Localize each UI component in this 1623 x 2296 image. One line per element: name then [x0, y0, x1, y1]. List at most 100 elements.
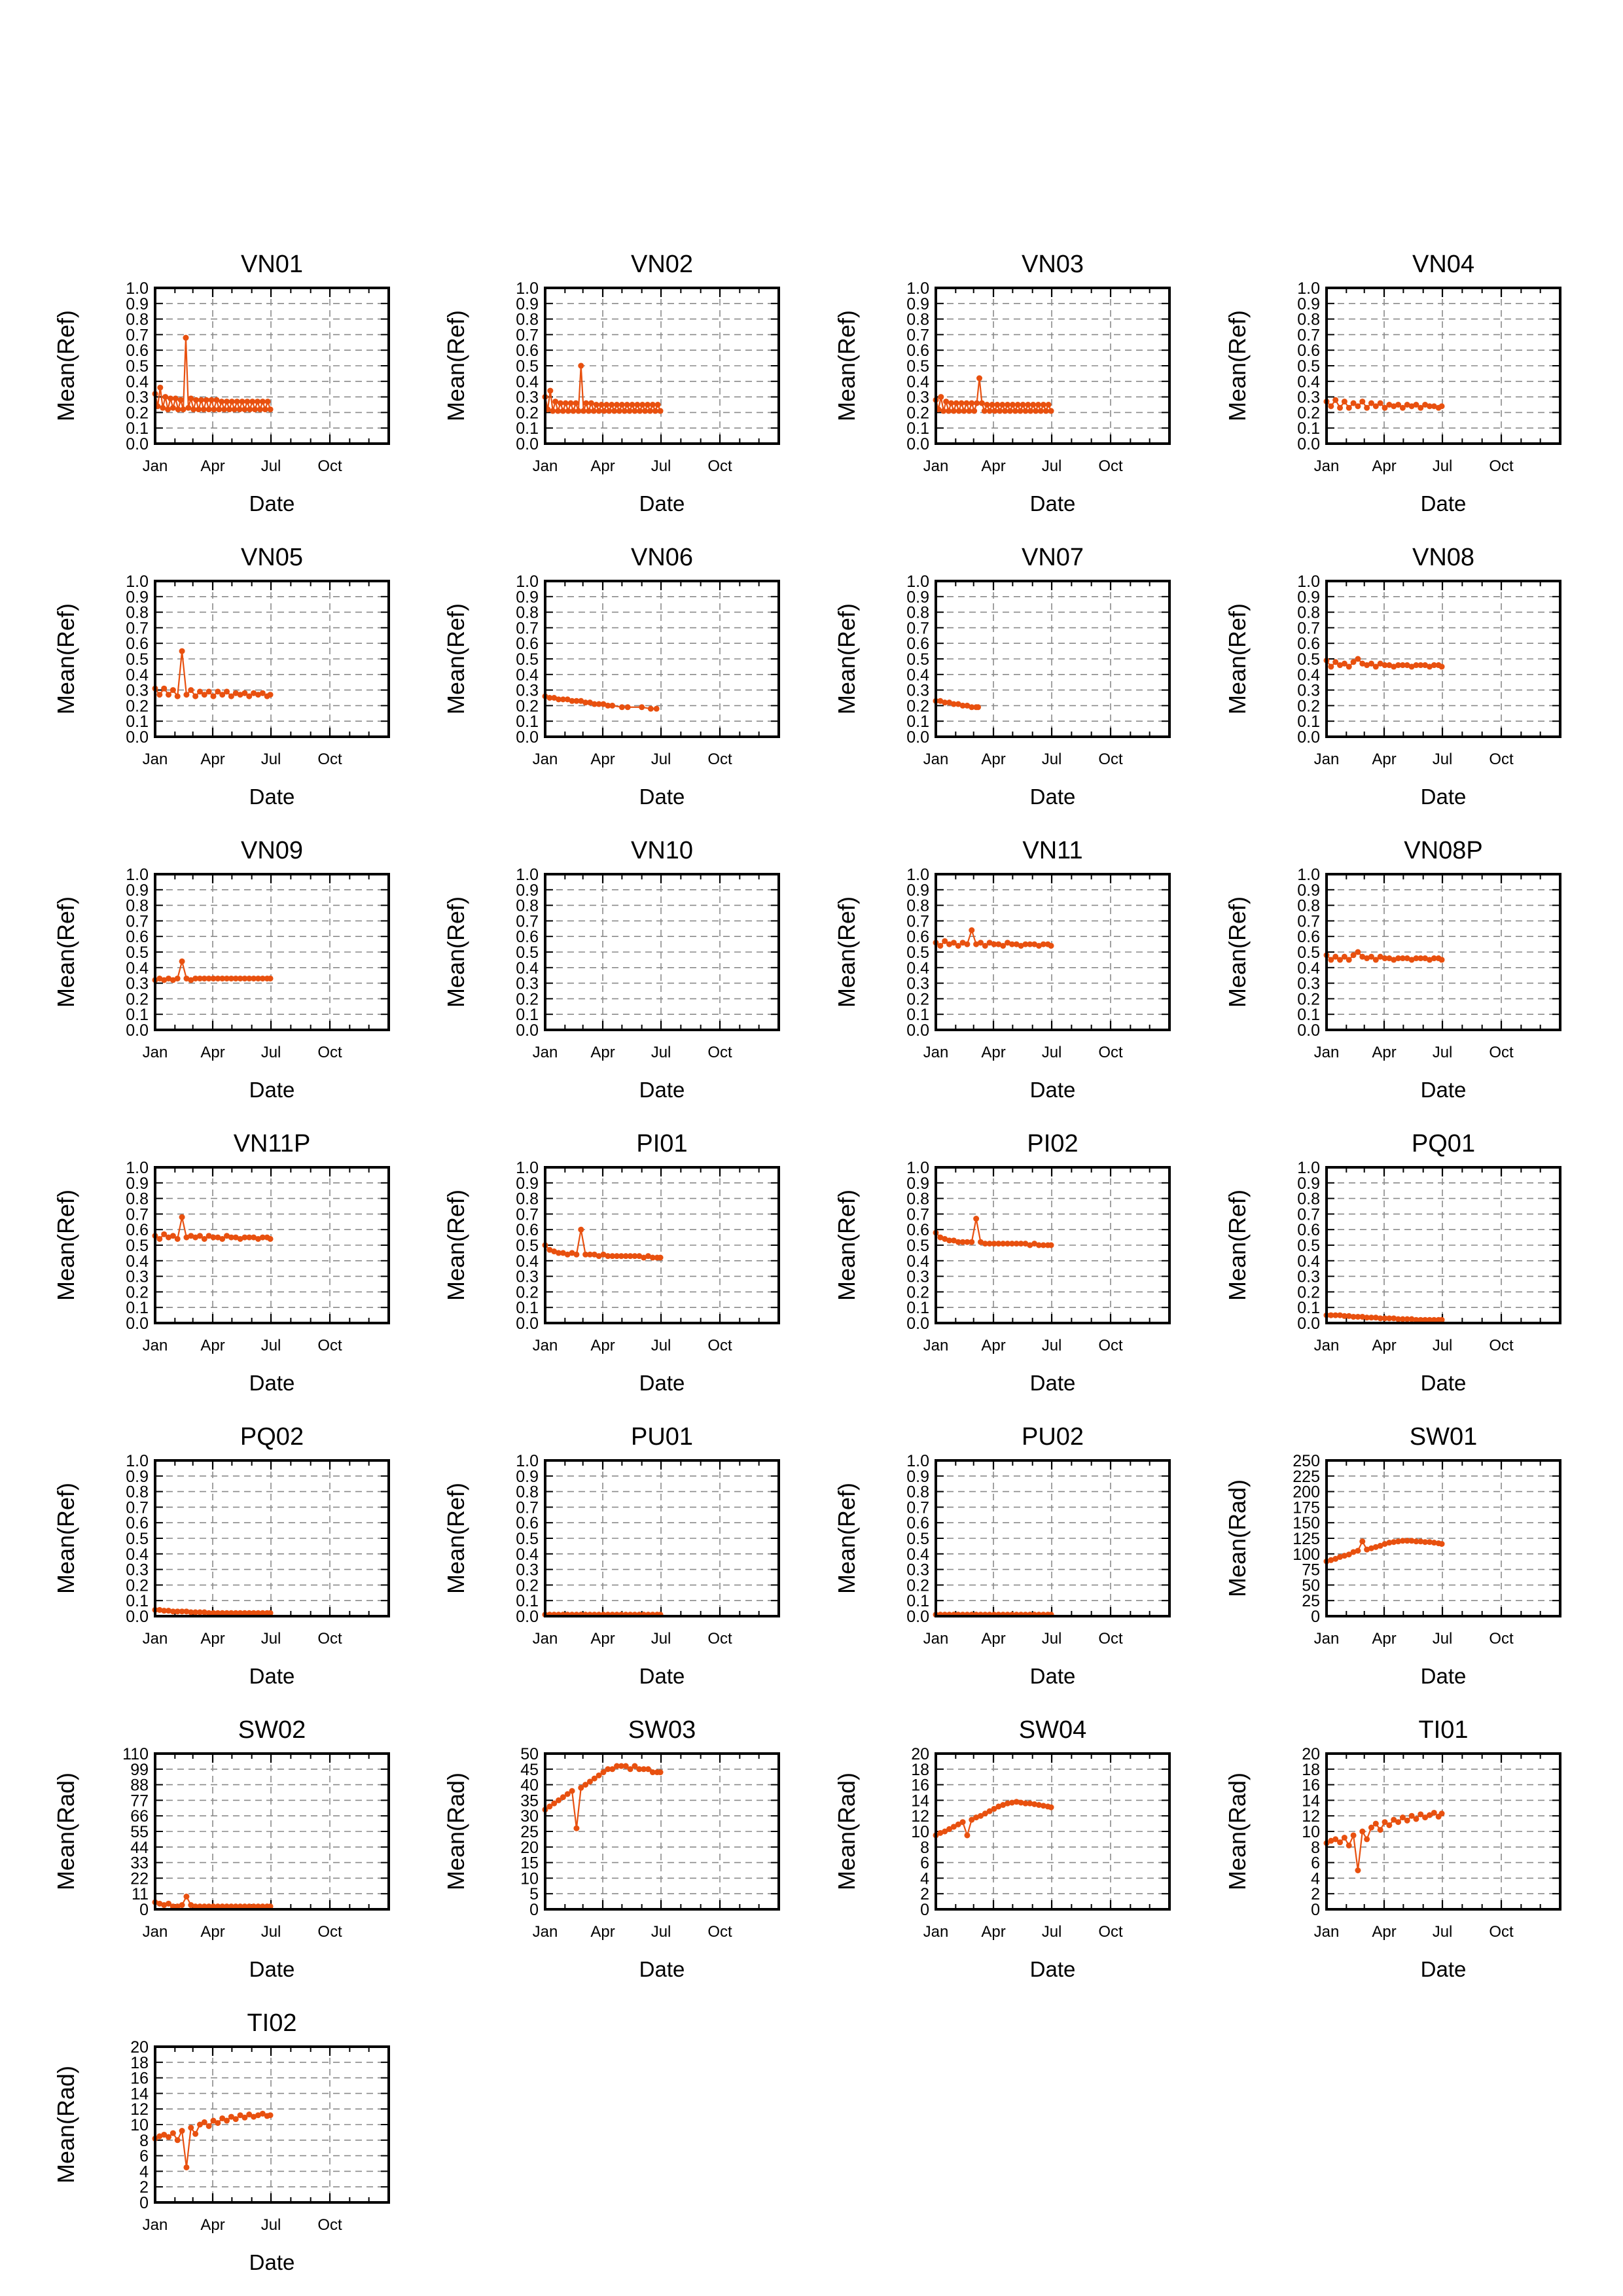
y-tick-label: 225	[1293, 1468, 1320, 1486]
y-tick-label: 0.7	[516, 326, 539, 344]
y-tick-label: 1.0	[1297, 1159, 1320, 1177]
series-segment	[580, 1229, 586, 1255]
y-tick-label: 33	[130, 1854, 149, 1873]
x-axis-label: Date	[639, 785, 685, 809]
x-tick-label: Jan	[923, 1630, 949, 1648]
x-tick-label: Jul	[1433, 1923, 1453, 1941]
x-axis-label: Date	[639, 491, 685, 516]
series-segment	[546, 390, 551, 410]
y-tick-label: 88	[130, 1776, 149, 1795]
x-tick-label: Jul	[261, 751, 281, 768]
subplot-title: PI02	[1027, 1130, 1078, 1157]
y-tick-label: 0.5	[126, 1237, 149, 1255]
y-axis-label: Mean(Rad)	[1224, 1773, 1251, 1890]
y-tick-label: 0.4	[126, 959, 149, 978]
data-point	[267, 1610, 274, 1616]
y-tick-label: 0.1	[1297, 1006, 1320, 1024]
y-tick-label: 0.8	[516, 1483, 539, 1502]
y-tick-label: 99	[130, 1761, 149, 1779]
x-tick-label: Jul	[1042, 457, 1062, 475]
x-tick-label: Jan	[923, 457, 949, 475]
y-tick-label: 0.2	[126, 1283, 149, 1301]
x-tick-label: Apr	[200, 1044, 224, 1061]
y-tick-label: 0.0	[1297, 728, 1320, 747]
x-tick-label: Jan	[533, 1923, 558, 1941]
y-tick-label: 0.8	[126, 1483, 149, 1502]
data-point	[1438, 663, 1445, 670]
subplot-title: VN06	[631, 544, 693, 571]
y-tick-label: 0.8	[1297, 1190, 1320, 1209]
y-tick-label: 0.5	[906, 357, 929, 376]
x-axis-label: Date	[639, 1078, 685, 1102]
y-tick-label: 1.0	[126, 1159, 149, 1177]
y-tick-label: 0.4	[906, 373, 929, 391]
y-tick-label: 0.4	[516, 1252, 539, 1271]
x-tick-label: Jul	[651, 1044, 671, 1061]
x-tick-label: Jul	[1042, 751, 1062, 768]
plot-frame	[935, 1752, 1171, 1911]
plot-frame	[154, 580, 390, 738]
x-tick-label: Apr	[981, 457, 1005, 475]
y-tick-label: 0.6	[516, 1514, 539, 1532]
y-tick-label: 0.3	[516, 1561, 539, 1580]
x-tick-label: Jan	[1314, 1044, 1340, 1061]
y-tick-label: 0.9	[1297, 588, 1320, 607]
subplot-title: VN02	[631, 251, 693, 278]
x-tick-label: Jul	[651, 1630, 671, 1648]
y-tick-label: 0.4	[906, 959, 929, 978]
x-axis-label: Date	[1421, 1371, 1467, 1395]
y-tick-label: 0.0	[126, 728, 149, 747]
series-segment	[549, 390, 554, 412]
subplot-vn03: 0.00.10.20.30.40.50.60.70.80.91.0 Jan Apr J…	[833, 251, 1171, 516]
plot-frame	[935, 873, 1171, 1031]
y-tick-label: 0.0	[906, 728, 929, 747]
y-tick-label: 0.2	[516, 1283, 539, 1301]
x-tick-label: Jul	[261, 1337, 281, 1354]
series-segment	[177, 1216, 183, 1239]
y-tick-label: 0.8	[516, 604, 539, 622]
x-tick-label: Oct	[317, 1630, 342, 1648]
y-tick-label: 0.7	[516, 912, 539, 930]
y-tick-label: 0.6	[126, 1514, 149, 1532]
y-tick-label: 0	[529, 1901, 539, 1919]
subplot-pq01: 0.00.10.20.30.40.50.60.70.80.91.0 Jan Apr J…	[1224, 1130, 1561, 1395]
y-tick-label: 0.8	[1297, 604, 1320, 622]
plot-frame	[544, 580, 780, 738]
y-tick-label: 0.7	[1297, 619, 1320, 637]
y-tick-label: 0.2	[1297, 990, 1320, 1008]
y-tick-label: 0.1	[1297, 1299, 1320, 1317]
series-segment	[1357, 1831, 1363, 1871]
x-axis-label: Date	[249, 2250, 295, 2274]
x-tick-label: Jul	[1042, 1044, 1062, 1061]
y-tick-label: 0.2	[516, 697, 539, 715]
y-tick-label: 1.0	[906, 279, 929, 298]
plot-frame	[154, 287, 390, 445]
y-tick-label: 1.0	[126, 866, 149, 884]
y-tick-label: 0.3	[906, 389, 929, 407]
y-tick-label: 0.3	[516, 389, 539, 407]
x-tick-label: Apr	[200, 1630, 224, 1648]
subplot-vn11p: 0.00.10.20.30.40.50.60.70.80.91.0 Jan Apr J…	[52, 1130, 390, 1395]
plot-frame	[1325, 1166, 1561, 1324]
subplot-vn01: 0.00.10.20.30.40.50.60.70.80.91.0 Jan Apr J…	[52, 251, 390, 516]
subplot-pq02: 0.00.10.20.30.40.50.60.70.80.91.0 Jan Apr J…	[52, 1423, 390, 1688]
x-tick-label: Oct	[317, 457, 342, 475]
x-tick-label: Jan	[1314, 457, 1340, 475]
data-point	[975, 704, 982, 711]
y-tick-label: 0.5	[1297, 944, 1320, 962]
series-segment	[580, 365, 584, 412]
subplot-pu02: 0.00.10.20.30.40.50.60.70.80.91.0 Jan Apr J…	[833, 1423, 1171, 1688]
x-tick-label: Oct	[317, 2216, 342, 2234]
y-tick-label: 2	[920, 1885, 929, 1903]
y-tick-label: 0.7	[126, 326, 149, 344]
y-tick-label: 1.0	[1297, 866, 1320, 884]
y-axis-label: Mean(Ref)	[52, 310, 79, 421]
x-axis-label: Date	[1030, 1957, 1076, 1981]
x-tick-label: Jul	[261, 1923, 281, 1941]
y-tick-label: 0.8	[906, 311, 929, 329]
y-tick-label: 0.5	[516, 357, 539, 376]
y-tick-label: 0.3	[1297, 389, 1320, 407]
